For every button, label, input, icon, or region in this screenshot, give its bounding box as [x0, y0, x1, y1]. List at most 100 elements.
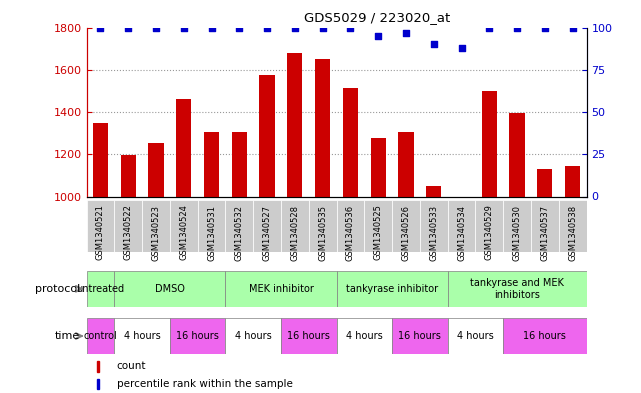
- Text: DMSO: DMSO: [155, 284, 185, 294]
- Point: [456, 45, 467, 51]
- Bar: [447, 271, 587, 307]
- Point: [96, 24, 106, 31]
- Bar: [170, 318, 226, 354]
- Bar: [476, 200, 503, 252]
- Text: 16 hours: 16 hours: [287, 331, 330, 341]
- Bar: [97, 361, 99, 372]
- Bar: [481, 91, 497, 196]
- Text: tankyrase inhibitor: tankyrase inhibitor: [346, 284, 438, 294]
- Text: count: count: [117, 362, 146, 371]
- Bar: [114, 271, 226, 307]
- Bar: [426, 186, 442, 196]
- Text: MEK inhibitor: MEK inhibitor: [249, 284, 313, 294]
- Bar: [503, 200, 531, 252]
- Bar: [537, 169, 553, 196]
- Bar: [87, 271, 114, 307]
- Text: GSM1340521: GSM1340521: [96, 204, 105, 261]
- Point: [317, 24, 328, 31]
- Bar: [204, 132, 219, 196]
- Text: GSM1340534: GSM1340534: [457, 204, 466, 261]
- Bar: [447, 200, 476, 252]
- Bar: [315, 59, 330, 196]
- Bar: [392, 318, 447, 354]
- Text: tankyrase and MEK
inhibitors: tankyrase and MEK inhibitors: [470, 278, 564, 299]
- Point: [512, 24, 522, 31]
- Bar: [87, 200, 114, 252]
- Bar: [309, 200, 337, 252]
- Bar: [253, 200, 281, 252]
- Text: GSM1340531: GSM1340531: [207, 204, 216, 261]
- Text: GDS5029 / 223020_at: GDS5029 / 223020_at: [304, 11, 451, 24]
- Text: 4 hours: 4 hours: [235, 331, 272, 341]
- Bar: [343, 88, 358, 196]
- Bar: [337, 318, 392, 354]
- Text: 16 hours: 16 hours: [176, 331, 219, 341]
- Text: GSM1340524: GSM1340524: [179, 204, 188, 261]
- Bar: [170, 200, 197, 252]
- Bar: [148, 143, 163, 196]
- Bar: [97, 379, 99, 389]
- Text: GSM1340525: GSM1340525: [374, 204, 383, 261]
- Text: 16 hours: 16 hours: [524, 331, 566, 341]
- Bar: [510, 113, 525, 196]
- Bar: [226, 200, 253, 252]
- Bar: [281, 200, 309, 252]
- Bar: [114, 318, 170, 354]
- Bar: [447, 318, 503, 354]
- Bar: [398, 132, 413, 196]
- Point: [123, 24, 133, 31]
- Text: percentile rank within the sample: percentile rank within the sample: [117, 379, 292, 389]
- Point: [567, 24, 578, 31]
- Bar: [337, 271, 447, 307]
- Bar: [114, 200, 142, 252]
- Text: GSM1340523: GSM1340523: [151, 204, 160, 261]
- Text: GSM1340527: GSM1340527: [263, 204, 272, 261]
- Bar: [287, 53, 303, 196]
- Point: [540, 24, 550, 31]
- Text: GSM1340528: GSM1340528: [290, 204, 299, 261]
- Bar: [392, 200, 420, 252]
- Point: [345, 24, 356, 31]
- Point: [401, 29, 411, 36]
- Bar: [559, 200, 587, 252]
- Bar: [142, 200, 170, 252]
- Point: [262, 24, 272, 31]
- Bar: [531, 200, 559, 252]
- Point: [151, 24, 161, 31]
- Bar: [281, 318, 337, 354]
- Bar: [226, 318, 281, 354]
- Text: GSM1340537: GSM1340537: [540, 204, 549, 261]
- Text: protocol: protocol: [35, 284, 80, 294]
- Point: [373, 33, 383, 39]
- Text: time: time: [55, 331, 80, 341]
- Text: control: control: [83, 331, 117, 341]
- Text: GSM1340538: GSM1340538: [568, 204, 577, 261]
- Bar: [565, 166, 580, 196]
- Text: 16 hours: 16 hours: [399, 331, 441, 341]
- Text: GSM1340529: GSM1340529: [485, 204, 494, 261]
- Point: [179, 24, 189, 31]
- Bar: [420, 200, 447, 252]
- Bar: [503, 318, 587, 354]
- Text: 4 hours: 4 hours: [457, 331, 494, 341]
- Text: GSM1340532: GSM1340532: [235, 204, 244, 261]
- Text: GSM1340530: GSM1340530: [513, 204, 522, 261]
- Bar: [197, 200, 226, 252]
- Point: [484, 24, 494, 31]
- Text: 4 hours: 4 hours: [124, 331, 160, 341]
- Bar: [176, 99, 192, 196]
- Bar: [370, 138, 386, 196]
- Bar: [364, 200, 392, 252]
- Bar: [231, 132, 247, 196]
- Text: GSM1340535: GSM1340535: [318, 204, 327, 261]
- Text: untreated: untreated: [76, 284, 124, 294]
- Bar: [337, 200, 364, 252]
- Text: GSM1340522: GSM1340522: [124, 204, 133, 261]
- Bar: [226, 271, 337, 307]
- Bar: [93, 123, 108, 196]
- Text: GSM1340533: GSM1340533: [429, 204, 438, 261]
- Bar: [260, 75, 275, 196]
- Bar: [121, 155, 136, 196]
- Point: [234, 24, 244, 31]
- Point: [429, 41, 439, 48]
